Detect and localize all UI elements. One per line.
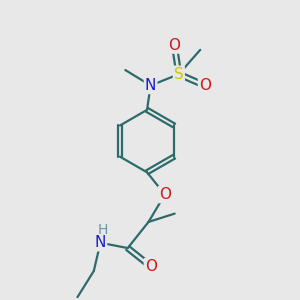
Text: N: N: [145, 78, 156, 93]
Text: N: N: [95, 235, 106, 250]
Text: O: O: [145, 259, 157, 274]
Text: O: O: [159, 187, 171, 202]
Text: H: H: [98, 223, 108, 237]
Text: O: O: [199, 78, 211, 93]
Text: O: O: [168, 38, 180, 52]
Text: S: S: [174, 67, 184, 82]
